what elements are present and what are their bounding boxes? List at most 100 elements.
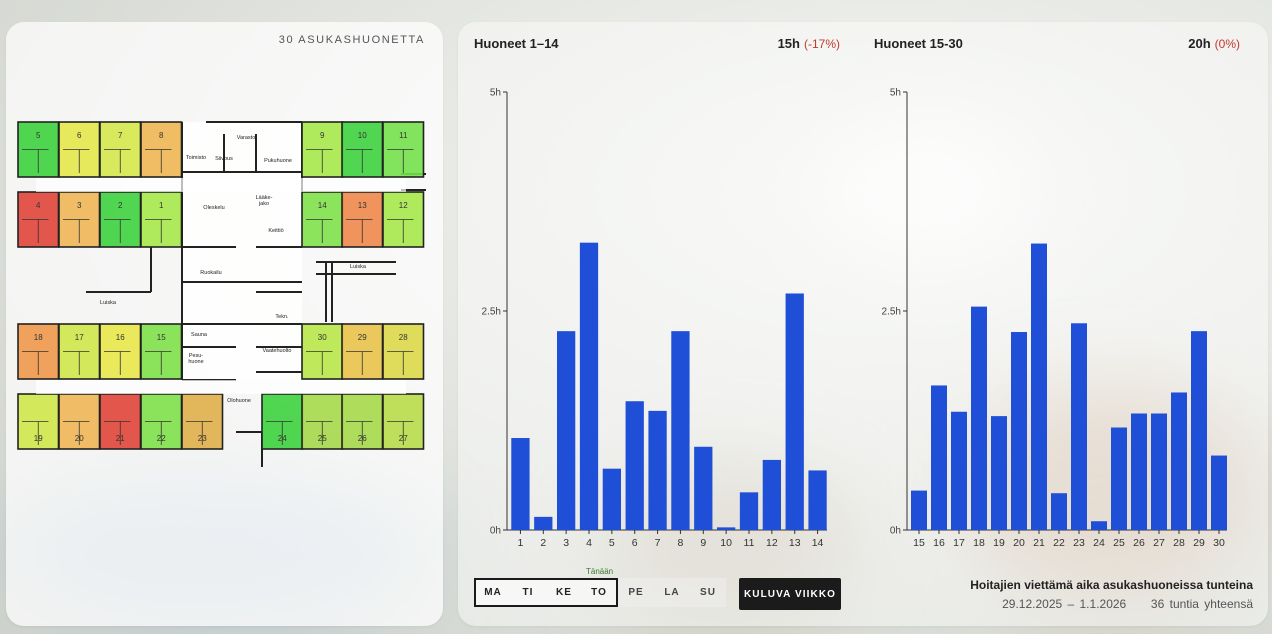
- bar-room-17[interactable]: [951, 411, 967, 530]
- floorplan-label: Toimisto: [186, 155, 206, 161]
- floorplan-label: Vaatehuolto: [263, 348, 292, 354]
- bar-room-21[interactable]: [1031, 243, 1047, 530]
- room-13[interactable]: 13: [341, 191, 384, 248]
- bar-room-19[interactable]: [991, 416, 1007, 530]
- room-5[interactable]: 5: [17, 121, 60, 178]
- x-tick-label: 12: [766, 537, 778, 549]
- room-6[interactable]: 6: [58, 121, 101, 178]
- svg-text:29: 29: [358, 333, 367, 342]
- day-button-to[interactable]: TO: [582, 578, 618, 607]
- bar-room-8[interactable]: [671, 331, 690, 530]
- day-button-ma[interactable]: MA: [474, 578, 510, 607]
- bar-room-6[interactable]: [625, 401, 644, 530]
- room-25[interactable]: 25: [301, 393, 344, 450]
- room-7[interactable]: 7: [99, 121, 142, 178]
- room-3[interactable]: 3: [58, 191, 101, 248]
- bar-room-29[interactable]: [1191, 331, 1207, 530]
- x-tick-label: 5: [609, 537, 615, 549]
- svg-text:20: 20: [75, 434, 84, 443]
- bar-room-9[interactable]: [694, 446, 713, 530]
- bar-room-7[interactable]: [648, 410, 667, 530]
- chart-total-value-2: 20h: [1188, 36, 1211, 51]
- bar-room-13[interactable]: [785, 293, 804, 530]
- room-12[interactable]: 12: [382, 191, 425, 248]
- floorplan-label: Pesu-huone: [188, 353, 203, 365]
- svg-text:14: 14: [318, 201, 327, 210]
- chart-total-value-1: 15h: [777, 36, 800, 51]
- floorplan-label: Lääke-jako: [256, 195, 273, 207]
- room-19[interactable]: 19: [17, 393, 60, 450]
- bar-room-26[interactable]: [1131, 413, 1147, 530]
- bar-room-28[interactable]: [1171, 392, 1187, 530]
- day-button-ti[interactable]: TI: [510, 578, 546, 607]
- room-29[interactable]: 29: [341, 323, 384, 380]
- room-24[interactable]: 24: [261, 393, 304, 450]
- room-4[interactable]: 4: [17, 191, 60, 248]
- day-button-pe[interactable]: PE: [618, 578, 654, 607]
- room-27[interactable]: 27: [382, 393, 425, 450]
- x-tick-label: 4: [586, 537, 592, 549]
- room-16[interactable]: 16: [99, 323, 142, 380]
- x-tick-label: 15: [913, 537, 925, 549]
- room-11[interactable]: 11: [382, 121, 425, 178]
- bar-room-20[interactable]: [1011, 332, 1027, 530]
- bar-room-30[interactable]: [1211, 455, 1227, 530]
- room-9[interactable]: 9: [301, 121, 344, 178]
- bar-room-10[interactable]: [717, 527, 736, 530]
- day-button-su[interactable]: SU: [690, 578, 726, 607]
- room-17[interactable]: 17: [58, 323, 101, 380]
- svg-text:22: 22: [157, 434, 166, 443]
- bar-room-25[interactable]: [1111, 427, 1127, 530]
- y-tick-label: 5h: [890, 88, 901, 99]
- svg-text:16: 16: [116, 333, 125, 342]
- room-28[interactable]: 28: [382, 323, 425, 380]
- room-22[interactable]: 22: [140, 393, 183, 450]
- bar-room-5[interactable]: [602, 468, 621, 530]
- floorplan-label: Keittiö: [268, 228, 283, 234]
- svg-text:12: 12: [399, 201, 408, 210]
- floorplan-label: Pukuhuone: [264, 158, 292, 164]
- svg-text:30: 30: [318, 333, 327, 342]
- bar-room-3[interactable]: [557, 331, 576, 530]
- room-26[interactable]: 26: [341, 393, 384, 450]
- floorplan-label: Ruokailu: [200, 270, 221, 276]
- day-button-ke[interactable]: KE: [546, 578, 582, 607]
- svg-text:4: 4: [36, 201, 41, 210]
- x-tick-label: 18: [973, 537, 985, 549]
- bar-room-15[interactable]: [911, 490, 927, 530]
- room-1[interactable]: 1: [140, 191, 183, 248]
- room-15[interactable]: 15: [140, 323, 183, 380]
- day-button-la[interactable]: LA: [654, 578, 690, 607]
- room-18[interactable]: 18: [17, 323, 60, 380]
- bar-room-23[interactable]: [1071, 323, 1087, 530]
- room-8[interactable]: 8: [140, 121, 183, 178]
- x-tick-label: 22: [1053, 537, 1065, 549]
- floorplan-label: Oleskelu: [203, 205, 224, 211]
- room-30[interactable]: 30: [301, 323, 344, 380]
- svg-text:3: 3: [77, 201, 82, 210]
- room-21[interactable]: 21: [99, 393, 142, 450]
- bar-room-1[interactable]: [511, 438, 530, 530]
- room-23[interactable]: 23: [181, 393, 224, 450]
- svg-text:18: 18: [34, 333, 43, 342]
- x-tick-label: 6: [632, 537, 638, 549]
- room-20[interactable]: 20: [58, 393, 101, 450]
- bar-room-2[interactable]: [534, 516, 553, 530]
- bar-room-14[interactable]: [808, 470, 827, 530]
- bar-room-12[interactable]: [762, 459, 781, 530]
- room-2[interactable]: 2: [99, 191, 142, 248]
- bar-room-4[interactable]: [579, 242, 599, 530]
- x-tick-label: 26: [1133, 537, 1145, 549]
- bar-room-24[interactable]: [1091, 521, 1107, 530]
- bar-room-16[interactable]: [931, 385, 947, 530]
- bar-room-27[interactable]: [1151, 413, 1167, 530]
- room-10[interactable]: 10: [341, 121, 384, 178]
- svg-text:23: 23: [198, 434, 207, 443]
- bar-room-22[interactable]: [1051, 493, 1067, 530]
- bar-room-11[interactable]: [739, 492, 759, 530]
- current-week-button[interactable]: KULUVA VIIKKO: [739, 578, 841, 610]
- floorplan-label: Varasto: [237, 135, 256, 141]
- svg-text:28: 28: [399, 333, 408, 342]
- bar-room-18[interactable]: [971, 306, 987, 530]
- room-14[interactable]: 14: [301, 191, 344, 248]
